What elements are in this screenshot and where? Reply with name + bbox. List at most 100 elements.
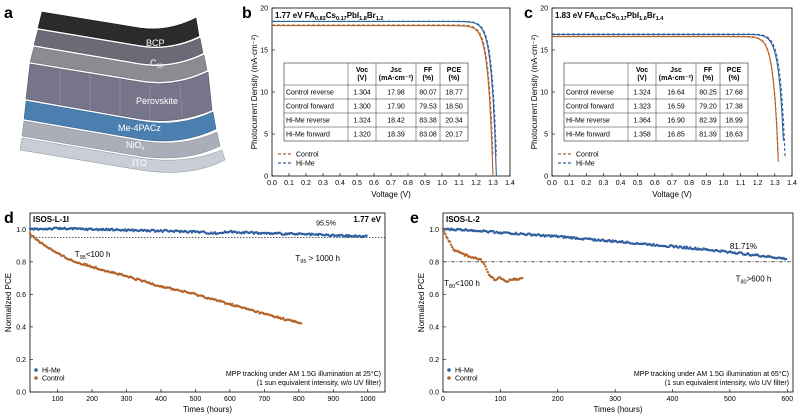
jv-chart-c: 0.0 0.1 0.2 0.3 0.4 0.5 0.6 0.7 0.8 0.9 1.0 1.1 1.2 1… (530, 6, 797, 200)
jv-curve (272, 20, 497, 177)
x-tick-label: 0.9 (420, 180, 430, 187)
y-axis-title: Photocurrent Density (mA·cm⁻²) (250, 34, 259, 149)
data-point (282, 316, 285, 320)
table-cell: 1.358 (633, 132, 651, 139)
y-tick-label: 0.4 (429, 324, 439, 331)
table-header: FF (704, 67, 713, 74)
data-point (465, 253, 469, 257)
data-point (521, 276, 524, 280)
label-me4pacz: Me-4PACz (118, 123, 161, 133)
annotation-t95-control: T95<100 h (75, 250, 111, 261)
legend-swatch (34, 368, 38, 372)
label-ito: ITO (132, 158, 147, 168)
data-point (449, 243, 453, 246)
y-tick-label: 0.4 (16, 324, 26, 331)
panel-label-a: a (4, 5, 13, 22)
table-cell: 1.300 (353, 104, 371, 111)
x-tick-label: 500 (190, 396, 202, 403)
data-point (486, 270, 489, 274)
data-point (484, 265, 487, 268)
layer-ito (19, 137, 226, 173)
x-tick-label: 100 (52, 396, 64, 403)
y-tick-label: 20 (260, 6, 268, 13)
table-header: Voc (356, 67, 368, 74)
label-perovskite: Perovskite (136, 96, 178, 106)
table-cell: 18.99 (725, 118, 743, 125)
table-cell: 80.25 (699, 90, 717, 97)
data-point (365, 234, 368, 237)
x-tick-label: 1.4 (787, 180, 797, 187)
table-cell: 83.08 (419, 132, 437, 139)
x-tick-label: 0.9 (701, 180, 711, 187)
x-tick-label: 300 (121, 396, 133, 403)
table-cell: Control forward (566, 104, 614, 111)
label-bcp: BCP (146, 38, 165, 48)
jv-chart-b: 0.0 0.1 0.2 0.3 0.4 0.5 0.6 0.7 0.8 0.9 1.0 1.1 1.2 1… (250, 6, 515, 200)
panel-label-c: c (524, 5, 533, 22)
table-header: (%) (423, 75, 434, 82)
x-tick-label: 100 (495, 396, 507, 403)
stability-chart-e: 0 100 200 300 400 500 600 0.0 0.2 0.4 0.6 0.8 1.0 Tim… (417, 212, 794, 414)
x-tick-label: 1.2 (471, 180, 481, 187)
table-header: PCE (727, 67, 742, 74)
data-point (28, 232, 32, 235)
x-tick-label: 0.3 (599, 180, 609, 187)
table-cell: 81.39 (699, 132, 717, 139)
y-tick-label: 20 (540, 6, 548, 13)
y-axis-title: Photocurrent Density (mA·cm⁻²) (530, 34, 539, 149)
x-tick-label: 0.6 (369, 180, 379, 187)
y-tick-label: 0.8 (429, 259, 439, 266)
layer-au (37, 11, 200, 47)
chart-title: ISOS-L-2 (446, 215, 480, 224)
x-tick-label: 0.1 (564, 180, 574, 187)
x-axis-title: Voltage (V) (652, 190, 692, 199)
table-cell: 17.90 (387, 104, 405, 111)
chart-note-1: MPP tracking under AM 1.5G illumination … (226, 370, 381, 378)
table-cell: 1.320 (353, 132, 371, 139)
table-cell: 1.304 (353, 90, 371, 97)
legend-label: Control (42, 376, 65, 383)
jv-curve (272, 24, 494, 156)
x-tick-label: 1.0 (719, 180, 729, 187)
x-axis-title: Times (hours) (593, 405, 642, 414)
data-point (784, 257, 788, 261)
x-tick-label: 600 (781, 396, 793, 403)
plot-frame (442, 212, 794, 393)
x-tick-label: 400 (667, 396, 679, 403)
table-cell: 18.77 (445, 90, 463, 97)
table-cell: 17.98 (387, 90, 405, 97)
y-tick-label: 0 (544, 174, 548, 181)
y-tick-label: 0.0 (429, 390, 439, 397)
table-header: (V) (637, 75, 646, 82)
annotation-percent: 95.5% (316, 220, 336, 227)
legend-label: Control (296, 152, 319, 159)
panel-label-d: d (4, 210, 14, 227)
panel-label-b: b (242, 5, 252, 22)
x-tick-label: 200 (552, 396, 564, 403)
y-axis-title: Normalized PCE (4, 273, 13, 332)
label-au: Au (146, 18, 157, 28)
y-tick-label: 5 (264, 132, 268, 139)
layer-bcp (33, 29, 204, 65)
x-tick-label: 0.5 (352, 180, 362, 187)
bandgap-tag: 1.77 eV (353, 215, 381, 224)
x-tick-label: 0.2 (301, 180, 311, 187)
data-point (83, 262, 86, 265)
x-tick-label: 1.2 (753, 180, 763, 187)
x-tick-label: 600 (224, 396, 236, 403)
jv-curve (272, 25, 494, 177)
x-tick-label: 0.6 (650, 180, 660, 187)
legend-swatch (34, 376, 38, 380)
table-header: (%) (703, 75, 714, 82)
table-cell: 1.324 (633, 90, 651, 97)
layer-niox (21, 120, 221, 159)
jv-curve (552, 36, 779, 162)
data-point (451, 245, 454, 249)
y-tick-label: 0.2 (16, 357, 26, 364)
x-tick-label: 700 (259, 396, 271, 403)
data-point (492, 277, 495, 280)
chart-title: 1.77 eV FA0.83Cs0.17PbI1.8Br1.2 (275, 11, 383, 22)
x-tick-label: 1.0 (437, 180, 447, 187)
x-tick-label: 1.1 (736, 180, 746, 187)
